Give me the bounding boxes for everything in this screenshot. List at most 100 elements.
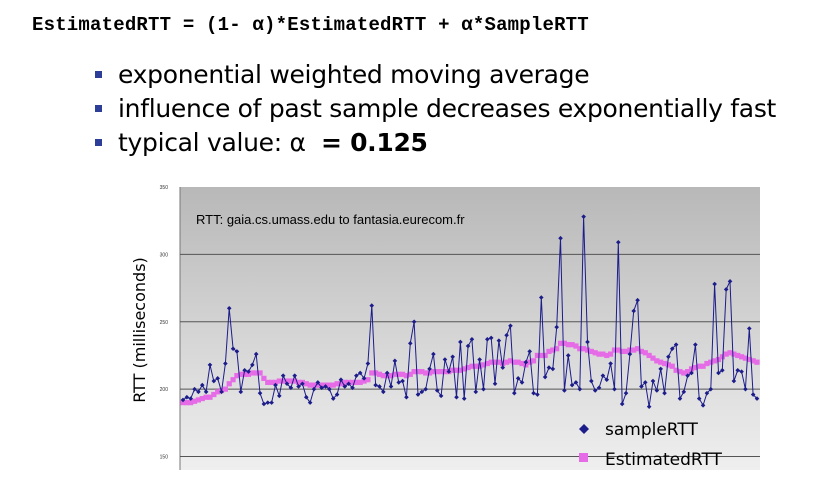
estimated-point: [715, 356, 722, 363]
estimated-point: [519, 360, 525, 367]
sample-point: [500, 365, 506, 370]
sample-point: [635, 297, 640, 303]
y-tick-label: 350: [160, 185, 169, 191]
estimated-point: [577, 346, 583, 352]
estimated-point: [465, 364, 471, 371]
estimated-point: [619, 348, 625, 355]
sample-point: [442, 357, 448, 362]
sample-point: [330, 396, 336, 401]
estimated-point: [480, 362, 487, 368]
sample-point: [253, 351, 259, 357]
sample-point: [654, 388, 660, 393]
sample-point: [739, 369, 744, 374]
sample-point: [669, 346, 675, 352]
estimated-point: [681, 370, 687, 376]
estimated-point: [492, 359, 498, 365]
estimated-point: [677, 369, 683, 375]
estimated-point: [342, 379, 348, 386]
sample-point: [415, 392, 421, 397]
estimated-point: [527, 359, 533, 365]
estimated-point: [369, 370, 375, 376]
estimated-point: [469, 363, 475, 369]
estimated-point: [330, 382, 336, 388]
sample-point: [219, 389, 224, 395]
sample-point: [754, 396, 760, 401]
sample-point: [388, 384, 394, 389]
estimated-point: [315, 382, 321, 388]
sample-point: [311, 386, 317, 392]
sample-point: [288, 385, 294, 391]
sample-point: [531, 390, 536, 396]
sample-point: [523, 359, 529, 365]
sample-point: [427, 366, 432, 372]
sample-point: [373, 382, 378, 388]
sample-point: [269, 400, 274, 405]
sample-point: [334, 392, 340, 397]
estimated-point: [222, 386, 228, 392]
sample-point: [392, 358, 398, 364]
estimated-point: [746, 356, 752, 363]
sample-point: [473, 389, 479, 395]
sample-point: [215, 376, 220, 381]
estimated-point: [661, 360, 668, 367]
y-tick-label: 150: [160, 455, 169, 461]
sample-point: [292, 373, 298, 378]
sample-point: [658, 366, 663, 372]
y-tick-label: 250: [160, 320, 169, 326]
estimated-point: [188, 400, 194, 406]
estimated-point: [438, 369, 444, 375]
sample-point: [246, 369, 251, 374]
sample-point: [569, 382, 575, 388]
sample-point: [589, 378, 594, 384]
estimated-point: [288, 378, 294, 384]
sample-point: [693, 342, 698, 347]
estimated-point: [692, 364, 698, 371]
sample-point: [723, 287, 729, 292]
sample-point: [700, 403, 706, 408]
estimated-point: [419, 369, 425, 375]
estimated-point: [685, 369, 691, 375]
estimated-point: [738, 354, 745, 360]
sample-point: [662, 390, 667, 396]
sample-point: [315, 380, 321, 385]
estimated-point: [380, 373, 386, 379]
sample-point: [612, 386, 617, 392]
sample-point: [681, 389, 687, 395]
estimated-point: [272, 379, 279, 386]
sample-point: [731, 378, 737, 384]
estimated-point: [238, 371, 244, 377]
sample-point: [230, 346, 236, 352]
estimated-point: [423, 370, 429, 376]
sample-point: [400, 378, 405, 384]
estimated-point: [708, 359, 714, 365]
sample-point: [419, 389, 425, 395]
estimated-point: [307, 382, 313, 388]
sample-point: [273, 382, 278, 388]
sample-point: [666, 354, 671, 360]
sample-point: [431, 351, 436, 357]
sample-point: [365, 361, 371, 366]
sample-point: [319, 385, 324, 391]
sample-point: [384, 370, 390, 376]
estimated-point: [184, 400, 190, 406]
sample-point: [404, 394, 409, 400]
sample-point: [685, 373, 690, 378]
estimated-point: [457, 367, 463, 373]
estimated-point: [403, 373, 410, 379]
estimated-point: [688, 366, 695, 372]
estimated-point: [750, 358, 756, 364]
estimated-point: [608, 351, 614, 357]
sample-point: [284, 381, 290, 387]
estimated-point: [353, 379, 359, 386]
sample-point: [515, 376, 521, 381]
estimated-point: [430, 369, 437, 375]
sample-point: [458, 339, 463, 345]
sample-point: [280, 373, 286, 378]
estimated-point: [284, 378, 290, 384]
sample-point: [519, 380, 525, 385]
sample-point: [377, 384, 382, 389]
estimated-point: [503, 359, 510, 365]
estimated-point: [269, 379, 275, 386]
sample-point: [438, 393, 444, 399]
